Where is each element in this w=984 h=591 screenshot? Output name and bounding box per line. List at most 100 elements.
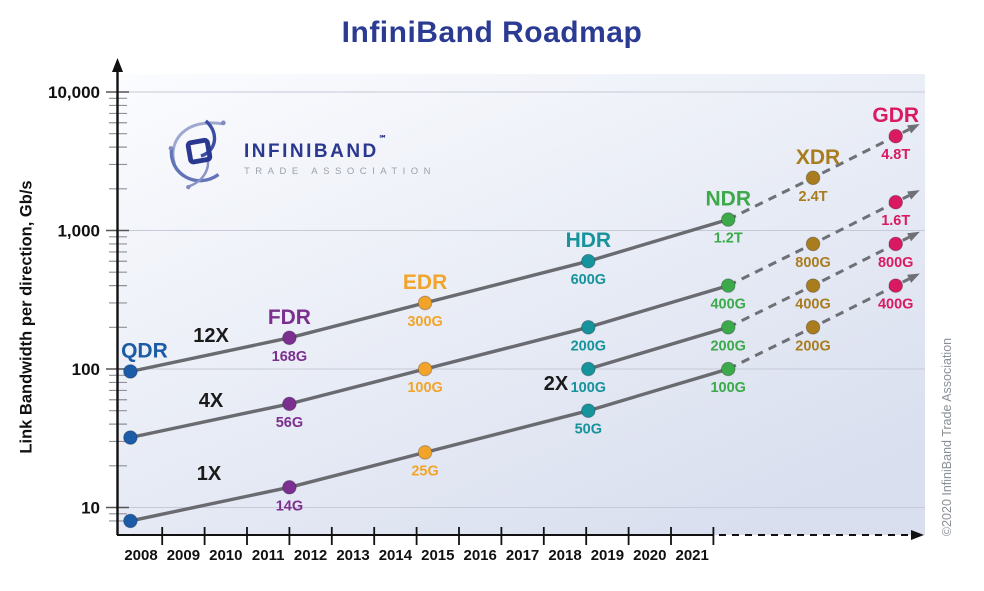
x-year-label: 2021	[676, 547, 709, 564]
data-point-GDR-1.6T	[888, 194, 904, 210]
x-year-label: 2014	[379, 547, 413, 564]
data-point-XDR-800G	[805, 236, 821, 252]
data-point-XDR-2.4T	[805, 170, 821, 186]
value-label-GDR-800G: 800G	[878, 255, 913, 271]
value-label-HDR-50G: 50G	[575, 422, 602, 438]
logo-tagline: TRADE ASSOCIATION	[244, 166, 437, 177]
data-point-HDR-50G	[581, 403, 596, 418]
x-year-label: 2011	[252, 547, 285, 564]
data-point-QDR-32	[123, 430, 138, 445]
data-point-GDR-4.8T	[888, 128, 904, 144]
logo-swirl-icon	[168, 119, 226, 190]
y-tick-label: 10	[81, 499, 100, 518]
data-point-EDR-100G	[417, 361, 433, 377]
value-label-HDR-600G: 600G	[571, 272, 606, 288]
value-label-EDR-25G: 25G	[411, 463, 438, 479]
generation-label-NDR: NDR	[705, 188, 751, 211]
page-title: InfiniBand Roadmap	[341, 16, 643, 49]
copyright-notice: ©2020 InfiniBand Trade Association	[940, 337, 954, 537]
data-point-FDR-14G	[282, 479, 297, 495]
value-label-GDR-4.8T: 4.8T	[881, 147, 910, 163]
x-year-label: 2012	[294, 547, 327, 564]
y-tick-label: 1,000	[57, 222, 100, 241]
line-multiplier-label-4X: 4X	[199, 390, 224, 412]
data-point-QDR-8	[123, 513, 138, 529]
data-point-NDR-1.2T	[720, 212, 736, 227]
plot-area	[117, 74, 925, 535]
value-label-NDR-100G: 100G	[710, 380, 745, 396]
line-multiplier-label-12X: 12X	[193, 325, 229, 347]
logo-brand-name: InfiniBand	[244, 133, 379, 163]
data-point-EDR-300G	[417, 295, 433, 311]
x-year-label: 2018	[548, 547, 581, 564]
data-point-HDR-600G	[581, 253, 596, 269]
value-label-EDR-100G: 100G	[407, 380, 442, 396]
data-point-EDR-25G	[417, 445, 433, 460]
generation-label-HDR: HDR	[566, 229, 612, 252]
x-year-label: 2015	[421, 547, 454, 564]
data-point-FDR-56G	[282, 396, 297, 412]
value-label-HDR-100G: 100G	[571, 380, 606, 396]
value-label-GDR-400G: 400G	[878, 297, 913, 313]
projection-arrow-2X	[907, 231, 920, 242]
x-year-label: 2010	[209, 547, 242, 564]
data-point-XDR-200G	[805, 320, 821, 335]
value-label-GDR-1.6T: 1.6T	[881, 213, 910, 229]
value-label-EDR-300G: 300G	[407, 314, 442, 330]
line-multiplier-label-1X: 1X	[197, 463, 222, 485]
projection-arrow-1X	[907, 273, 920, 283]
series-projection-2X	[727, 235, 910, 329]
x-year-label: 2016	[464, 547, 497, 564]
series-projection-4X	[727, 194, 910, 287]
value-label-XDR-800G: 800G	[795, 255, 830, 271]
generation-label-XDR: XDR	[796, 146, 840, 169]
value-label-XDR-2.4T: 2.4T	[799, 189, 828, 205]
y-tick-label: 100	[72, 360, 100, 379]
x-year-label: 2017	[506, 547, 539, 564]
data-point-GDR-800G	[888, 236, 904, 252]
series-line-2X	[586, 325, 730, 371]
data-point-HDR-200G	[581, 320, 596, 335]
line-multiplier-label-2X: 2X	[544, 373, 569, 395]
generation-label-GDR: GDR	[872, 104, 919, 127]
x-year-label: 2020	[633, 547, 666, 564]
value-label-FDR-56G: 56G	[276, 415, 303, 431]
value-label-XDR-200G: 200G	[795, 338, 830, 354]
data-point-NDR-400G	[720, 278, 736, 293]
data-point-NDR-200G	[720, 320, 736, 335]
series-projection-1X	[727, 277, 910, 371]
generation-label-EDR: EDR	[403, 271, 447, 294]
logo-text: InfiniBand℠ TRADE ASSOCIATION	[244, 135, 437, 178]
logo-service-mark: ℠	[378, 134, 387, 143]
data-point-GDR-400G	[888, 278, 904, 293]
y-tick-label: 10,000	[48, 83, 100, 102]
projection-arrow-12X	[907, 124, 920, 134]
data-point-XDR-400G	[805, 278, 821, 293]
logo-wordmark: InfiniBand℠	[244, 135, 436, 162]
data-point-FDR-168G	[282, 330, 297, 346]
value-label-NDR-1.2T: 1.2T	[714, 231, 743, 247]
x-year-label: 2019	[591, 547, 624, 564]
generation-label-QDR: QDR	[121, 339, 168, 362]
data-point-QDR-96	[123, 364, 138, 379]
value-label-NDR-400G: 400G	[710, 297, 745, 313]
value-label-FDR-14G: 14G	[276, 498, 303, 514]
x-year-label: 2013	[336, 547, 369, 564]
x-year-label: 2008	[124, 547, 157, 564]
y-axis-arrow	[112, 58, 123, 72]
value-label-XDR-400G: 400G	[795, 297, 830, 313]
value-label-HDR-200G: 200G	[571, 338, 606, 354]
y-axis-title: Link Bandwidth per direction, Gb/s	[17, 180, 36, 454]
infiniband-logo: InfiniBand℠ TRADE ASSOCIATION	[162, 116, 436, 196]
x-axis-arrow	[911, 530, 924, 540]
data-point-HDR-100G	[581, 361, 596, 377]
generation-label-FDR: FDR	[268, 306, 311, 329]
value-label-FDR-168G: 168G	[272, 349, 307, 365]
data-point-NDR-100G	[720, 361, 736, 377]
x-year-label: 2009	[167, 547, 200, 564]
projection-arrow-4X	[907, 190, 920, 200]
series-projection-12X	[727, 128, 910, 221]
value-label-NDR-200G: 200G	[710, 338, 745, 354]
